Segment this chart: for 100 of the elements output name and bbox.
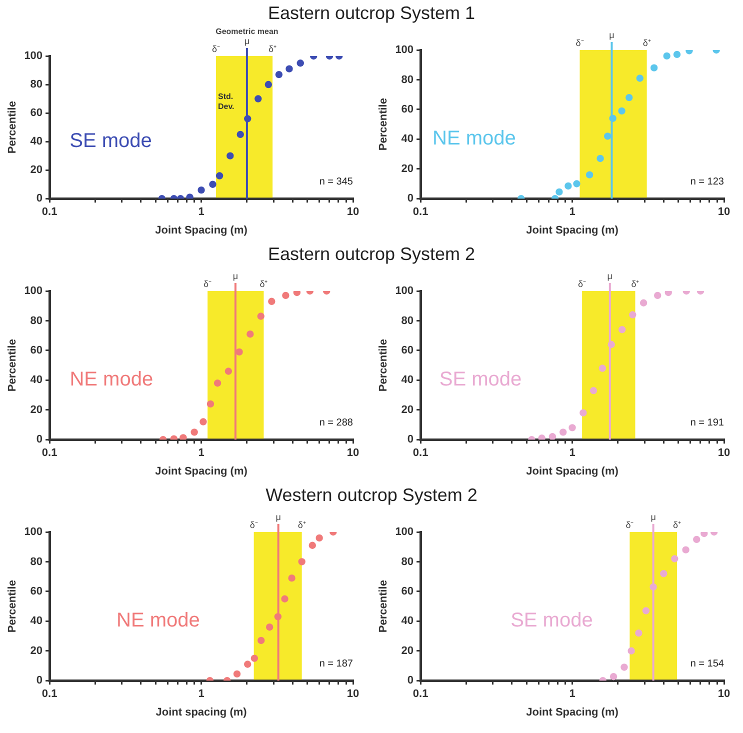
point (538, 434, 546, 440)
annotation: n = 187 (319, 658, 354, 670)
y-tick-label: 60 (401, 344, 414, 356)
y-tick-label: 60 (30, 585, 43, 598)
point (640, 299, 648, 306)
y-tick-label: 40 (401, 615, 414, 628)
annotation: n = 154 (690, 658, 724, 670)
point (590, 386, 598, 394)
point (233, 670, 241, 678)
y-tick-label: 20 (30, 404, 43, 416)
point (198, 186, 205, 194)
point (598, 364, 606, 372)
y-tick-label: 0 (36, 192, 43, 205)
point (236, 130, 244, 138)
ref-line-label: μ (276, 512, 281, 522)
y-tick-label: 100 (24, 285, 43, 298)
annotation: δ⁻ (578, 278, 586, 289)
y-tick-label: 60 (30, 344, 43, 356)
annotation: n = 123 (690, 176, 724, 188)
y-axis-title: Percentile (378, 98, 390, 151)
ref-line-label: μ (650, 512, 656, 522)
point (258, 636, 265, 644)
point (568, 424, 576, 432)
y-tick-label: 60 (401, 585, 414, 598)
point (296, 60, 304, 67)
x-axis-title: Joint Spacing (m) (526, 465, 619, 478)
x-tick-label: 1 (569, 447, 576, 460)
y-tick-label: 0 (407, 434, 414, 446)
point (275, 70, 283, 78)
point (308, 542, 316, 549)
y-tick-label: 20 (30, 164, 43, 176)
y-tick-label: 100 (395, 526, 414, 538)
y-tick-label: 0 (36, 674, 43, 687)
x-axis-title: Joint Spacing (m) (526, 224, 619, 236)
annotation: δ⁺ (268, 44, 277, 54)
x-axis-title: Joint Spacing (m) (155, 465, 248, 478)
y-tick-label: 0 (407, 192, 414, 205)
x-tick-label: 1 (569, 688, 576, 700)
x-tick-label: 0.1 (42, 206, 58, 218)
y-tick-label: 20 (401, 644, 414, 657)
ref-line-label: μ (244, 36, 250, 46)
annotation: δ⁻ (576, 38, 584, 48)
y-tick-label: 80 (401, 556, 414, 568)
x-tick-label: 0.1 (42, 688, 58, 700)
y-tick-label: 100 (24, 526, 43, 538)
x-tick-label: 1 (569, 206, 576, 218)
point (316, 534, 323, 542)
annotation: n = 191 (690, 417, 724, 428)
point (629, 311, 636, 318)
y-tick-label: 80 (401, 314, 414, 327)
point (548, 433, 556, 440)
annotation: δ⁻ (204, 278, 212, 289)
x-axis-title: Joint Spacing (m) (526, 706, 619, 718)
point (580, 409, 587, 416)
y-tick-label: 80 (30, 314, 43, 327)
point (216, 172, 224, 180)
x-tick-label: 10 (346, 688, 360, 700)
x-tick-label: 10 (718, 447, 730, 460)
annotation: δ⁻ (626, 520, 634, 530)
x-tick-label: 1 (198, 447, 204, 460)
ref-line-label: μ (609, 30, 614, 40)
text: NE mode (432, 128, 516, 150)
chart-title: Western outcrop System 2 (264, 484, 478, 507)
x-tick-label: 1 (198, 206, 204, 218)
point (186, 194, 194, 199)
annotation: δ⁺ (260, 278, 268, 289)
x-axis-title: Joint Spacing (m) (155, 224, 248, 236)
y-tick-label: 80 (30, 556, 43, 568)
x-tick-label: 0.1 (412, 206, 428, 218)
annotation: δ⁺ (672, 520, 682, 530)
y-tick-label: 80 (401, 74, 414, 86)
y-tick-label: 20 (401, 162, 414, 175)
x-tick-label: 10 (346, 206, 360, 218)
annotation: δ⁺ (631, 278, 640, 289)
y-tick-label: 40 (401, 133, 414, 146)
x-tick-label: 10 (718, 206, 730, 218)
y-tick-label: 40 (401, 374, 414, 386)
x-tick-label: 1 (198, 688, 204, 700)
ref-line-label: μ (232, 270, 238, 281)
annotation: n = 345 (319, 176, 354, 188)
annotation: δ⁻ (212, 44, 220, 54)
annotation: δ⁺ (298, 520, 306, 530)
point (618, 326, 626, 334)
y-axis-title: Percentile (6, 580, 19, 633)
text: SE mode (439, 368, 522, 391)
y-axis-title: Percentile (6, 339, 19, 392)
point (298, 558, 306, 566)
y-tick-label: 40 (30, 374, 43, 386)
y-axis-title: Percentile (378, 580, 390, 633)
annotation: δ⁺ (642, 38, 651, 48)
y-tick-label: 20 (401, 404, 414, 416)
y-tick-label: 60 (401, 103, 414, 116)
y-tick-label: 100 (395, 44, 414, 56)
y-tick-label: 100 (395, 285, 414, 298)
point (266, 624, 274, 631)
x-tick-label: 10 (718, 688, 730, 700)
y-tick-label: 40 (30, 136, 43, 148)
y-tick-label: 20 (30, 644, 43, 657)
y-axis-title: Percentile (378, 339, 390, 392)
text: SE mode (70, 130, 152, 152)
